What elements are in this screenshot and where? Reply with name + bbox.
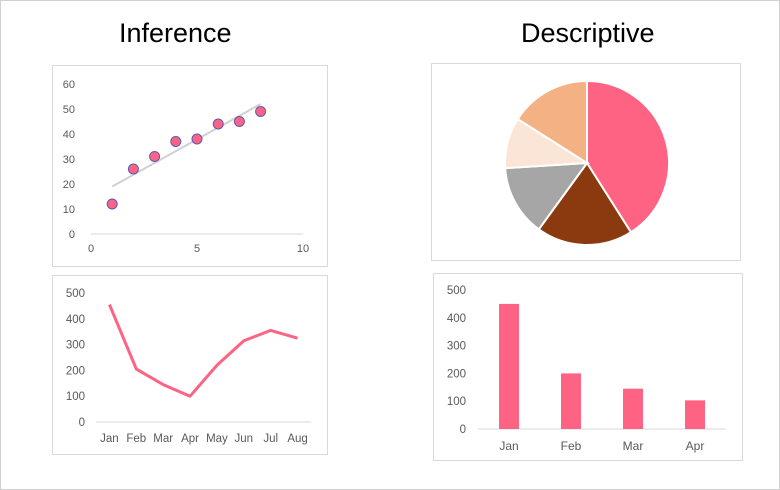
series-line xyxy=(108,304,298,398)
y-tick-label: 50 xyxy=(63,104,75,116)
pie-slice xyxy=(504,161,590,231)
y-tick-label: 500 xyxy=(447,285,466,297)
x-tick-label: Jan xyxy=(499,439,518,453)
line-chart: 0 100 200 300 400 500 Jan Feb Mar Apr May Jun Jul Aug xyxy=(66,288,311,445)
y-tick-label: 10 xyxy=(63,204,75,216)
y-tick-label: 40 xyxy=(63,129,75,141)
x-tick-label: May xyxy=(206,433,228,445)
y-tick-label: 0 xyxy=(79,417,85,429)
scatter-point xyxy=(106,198,118,210)
x-tick-label: Jun xyxy=(235,433,254,445)
y-tick-label: 100 xyxy=(66,391,85,403)
x-tick-label: Aug xyxy=(287,433,307,445)
title-inference: Inference xyxy=(119,18,232,48)
scatter-point xyxy=(170,136,182,147)
y-tick-label: 0 xyxy=(69,229,75,241)
bar xyxy=(623,388,643,429)
y-tick-label: 400 xyxy=(66,314,85,326)
pie-slice xyxy=(516,79,588,165)
scatter-chart: 0 10 20 30 40 50 60 0 5 10 xyxy=(63,79,309,255)
pie-slice xyxy=(537,161,633,246)
pie-chart-panel xyxy=(431,63,741,261)
pie-chart xyxy=(504,79,670,246)
y-tick-label: 200 xyxy=(447,368,466,380)
x-tick-label: Jul xyxy=(263,433,278,445)
scatter-point xyxy=(191,133,203,145)
bar-chart-panel: 0 100 200 300 400 500 Jan Feb Mar Apr xyxy=(433,273,743,461)
y-tick-label: 500 xyxy=(66,288,85,300)
y-tick-label: 400 xyxy=(447,313,466,325)
x-tick-label: 10 xyxy=(297,243,309,255)
line-chart-panel: 0 100 200 300 400 500 Jan Feb Mar Apr May Jun Jul Aug xyxy=(52,275,328,455)
scatter-chart-panel: 0 10 20 30 40 50 60 0 5 10 xyxy=(52,65,328,267)
y-tick-label: 200 xyxy=(66,365,85,377)
x-tick-label: Jan xyxy=(100,433,119,445)
x-tick-label: Apr xyxy=(686,439,705,453)
bar xyxy=(499,303,519,429)
y-tick-label: 60 xyxy=(63,79,75,91)
y-tick-label: 20 xyxy=(63,179,75,191)
bar xyxy=(685,400,705,429)
y-tick-label: 300 xyxy=(66,340,85,352)
y-tick-label: 0 xyxy=(460,424,466,436)
scatter-point xyxy=(127,163,139,175)
x-tick-label: Apr xyxy=(181,433,199,445)
x-tick-label: Mar xyxy=(623,439,644,453)
scatter-point xyxy=(233,116,245,127)
scatter-point xyxy=(149,151,161,162)
y-tick-label: 300 xyxy=(447,341,466,353)
x-tick-label: Mar xyxy=(153,433,173,445)
x-tick-label: 0 xyxy=(88,243,94,255)
x-tick-label: 5 xyxy=(194,243,200,255)
bar-chart: 0 100 200 300 400 500 Jan Feb Mar Apr xyxy=(447,285,726,453)
scatter-point xyxy=(255,106,267,117)
y-tick-label: 100 xyxy=(447,396,466,408)
x-tick-label: Feb xyxy=(126,433,146,445)
y-tick-label: 30 xyxy=(63,154,75,166)
bar xyxy=(561,373,581,429)
x-tick-label: Feb xyxy=(561,439,582,453)
title-descriptive: Descriptive xyxy=(521,18,655,48)
scatter-point xyxy=(212,118,224,130)
